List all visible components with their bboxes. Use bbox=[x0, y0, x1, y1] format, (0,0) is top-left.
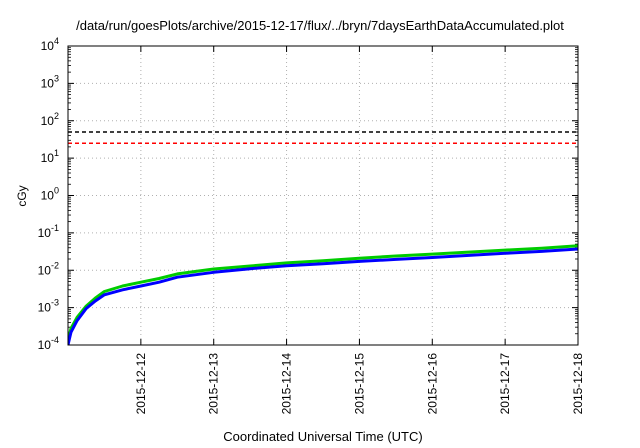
x-tick-label: 2015-12-13 bbox=[207, 353, 221, 415]
x-tick-label: 2015-12-14 bbox=[280, 353, 294, 415]
x-tick-label: 2015-12-18 bbox=[571, 353, 585, 415]
x-tick-label: 2015-12-17 bbox=[498, 353, 512, 415]
plot-frame bbox=[67, 45, 579, 346]
y-tick-label: 103 bbox=[41, 73, 59, 90]
y-tick-label: 100 bbox=[41, 186, 59, 203]
chart-title: /data/run/goesPlots/archive/2015-12-17/f… bbox=[76, 18, 564, 33]
y-tick-label: 102 bbox=[41, 111, 59, 128]
series-line bbox=[68, 247, 578, 345]
x-axis-label: Coordinated Universal Time (UTC) bbox=[223, 429, 423, 444]
x-tick-label: 2015-12-16 bbox=[425, 353, 439, 415]
series-line bbox=[68, 244, 578, 342]
y-tick-label: 101 bbox=[41, 148, 59, 165]
x-tick-label: 2015-12-12 bbox=[134, 353, 148, 415]
y-tick-label: 10-3 bbox=[38, 298, 59, 315]
y-tick-label: 10-1 bbox=[38, 223, 59, 240]
y-tick-label: 10-2 bbox=[38, 260, 59, 277]
x-tick-label: 2015-12-15 bbox=[352, 353, 366, 415]
y-tick-label: 10-4 bbox=[38, 335, 59, 352]
y-tick-label: 104 bbox=[41, 36, 59, 53]
